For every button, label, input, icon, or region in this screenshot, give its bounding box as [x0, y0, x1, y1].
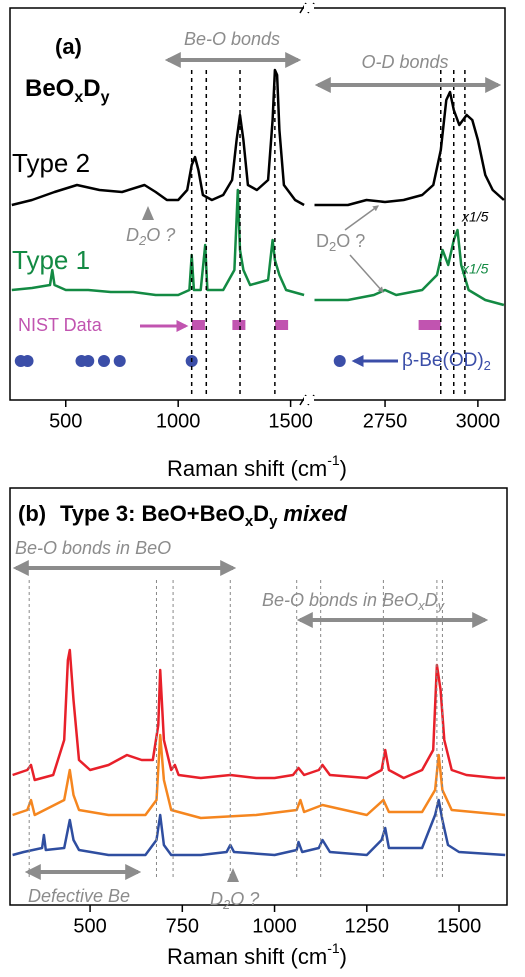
reference-dot	[97, 355, 110, 367]
axis-break	[304, 4, 314, 12]
spectrum	[12, 733, 506, 820]
x-tick-label: 1000	[252, 915, 297, 937]
annotation: D2O ?	[316, 231, 365, 255]
panel-label: (b)	[18, 501, 46, 526]
scale-note: x1/5	[461, 261, 489, 277]
plot-frame	[9, 487, 508, 906]
spectrum	[314, 228, 505, 307]
reference-dot	[113, 355, 126, 367]
x-tick-label: 750	[166, 915, 199, 937]
scale-note: x1/5	[461, 209, 489, 225]
pointer	[349, 254, 384, 293]
panel-b: 1500 1250 1000 750 500 (b) Type 3: BeO+BeOxDy…	[9, 487, 508, 969]
annotation: β-Be(OD)2	[402, 350, 491, 373]
reference-dot	[333, 355, 346, 367]
x-axis-title: Raman shift (cm-1)	[167, 452, 347, 481]
nist-marker	[418, 320, 441, 330]
axis-break	[304, 396, 314, 404]
reference-dot	[75, 355, 88, 367]
x-tick-label: 1500	[437, 915, 482, 937]
nist-marker	[232, 320, 246, 330]
annotation: Be-O bonds in BeOxDy	[262, 590, 446, 614]
x-tick-label: 3000	[456, 410, 501, 432]
x-tick-label: 500	[73, 915, 106, 937]
panel-a: 3000 2750 1500 1000 500 (a) BeOxDy Type 2 Typ…	[9, 2, 506, 481]
series-label: Type 1	[12, 245, 90, 275]
pointer	[227, 868, 239, 882]
spectrum	[12, 798, 506, 857]
x-tick-label: 1500	[268, 410, 313, 432]
annotation: D2O ?	[126, 225, 175, 249]
panel-title: Type 3: BeO+BeOxDy mixed	[60, 501, 348, 530]
reference-dot	[14, 355, 27, 367]
annotation: Defective Be	[28, 886, 130, 906]
annotation: Be-O bonds in BeO	[15, 538, 171, 558]
series-label: Type 2	[12, 148, 90, 178]
compound-label: BeOxDy	[25, 75, 110, 106]
annotation: NIST Data	[18, 315, 103, 335]
nist-marker	[275, 320, 289, 330]
x-tick-label: 1250	[345, 915, 390, 937]
x-tick-label: 500	[49, 410, 82, 432]
x-tick-label: 1000	[156, 410, 201, 432]
pointer	[344, 205, 379, 231]
x-tick-label: 2750	[363, 410, 408, 432]
panel-label: (a)	[55, 34, 82, 59]
spectrum	[11, 188, 305, 297]
plot-frame	[9, 7, 506, 401]
x-axis-title: Raman shift (cm-1)	[167, 940, 347, 969]
nist-marker	[191, 320, 205, 330]
spectrum	[314, 90, 505, 207]
annotation: Be-O bonds	[184, 29, 280, 49]
annotation: D2O ?	[210, 889, 259, 913]
pointer	[142, 206, 154, 220]
spectrum	[12, 648, 506, 782]
annotation: O-D bonds	[361, 52, 448, 72]
